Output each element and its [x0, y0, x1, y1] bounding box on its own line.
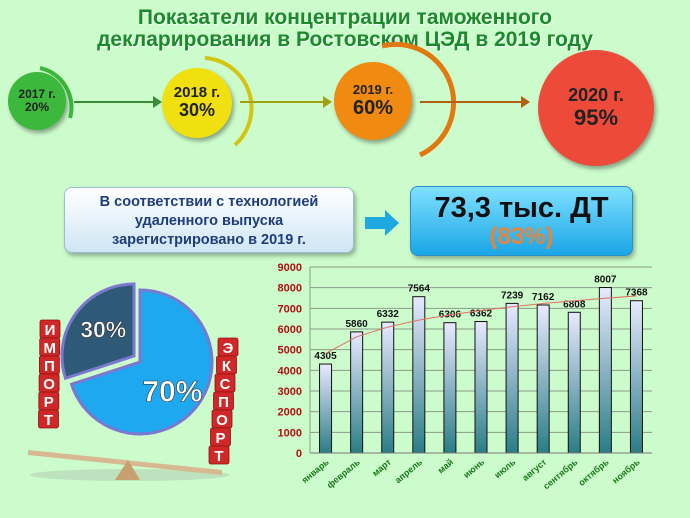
year-label: 2019 г. [352, 81, 394, 97]
timeline-circle-2019: 2019 г. 60% [334, 62, 412, 140]
y-tick-label: 3000 [278, 386, 302, 398]
bar [536, 304, 550, 454]
x-tick-label: июль [492, 457, 517, 481]
bar [381, 321, 395, 454]
x-tick-label: сентябрь [541, 457, 580, 492]
data-label: 8007 [594, 275, 617, 286]
cube-letter: Э [223, 340, 234, 357]
info-line: зарегистрировано в 2019 г. [112, 232, 306, 248]
data-label: 7564 [408, 284, 431, 295]
info-box: В соответствии с технологией удаленного … [64, 187, 354, 253]
bar [474, 321, 488, 454]
y-tick-label: 4000 [278, 365, 302, 377]
right-arrow-icon [365, 210, 399, 236]
bar [319, 363, 333, 454]
x-tick-label: март [370, 456, 393, 478]
cube-letter: О [216, 412, 228, 429]
y-tick-label: 8000 [278, 283, 302, 295]
x-tick-label: октябрь [576, 457, 611, 488]
percent-label: 30% [178, 100, 216, 121]
percent-label: 20% [24, 100, 50, 114]
pie-label: 30% [80, 317, 126, 343]
arrow-icon [240, 96, 332, 108]
data-label: 7368 [625, 288, 648, 299]
x-tick-label: июнь [461, 457, 486, 481]
year-label: 2020 г. [568, 85, 624, 105]
x-tick-label: август [520, 456, 549, 482]
year-label: 2018 г. [173, 83, 221, 101]
x-tick-label: май [436, 457, 456, 476]
cube-letter: К [222, 358, 232, 375]
pie-label: 70% [142, 376, 202, 409]
arrow-icon [74, 96, 162, 108]
y-tick-label: 9000 [278, 262, 302, 274]
cube-letter: О [43, 376, 55, 393]
y-tick-label: 1000 [278, 427, 302, 439]
trendline [325, 295, 637, 354]
cube-letter: М [43, 340, 56, 357]
data-label: 5860 [346, 319, 369, 330]
data-label: 7239 [501, 290, 524, 301]
pie-slice [60, 282, 136, 381]
page-title: Показатели концентрации таможенного декл… [0, 7, 690, 51]
x-tick-label: апрель [393, 457, 424, 486]
title-line-2: декларирования в Ростовском ЦЭД в 2019 г… [97, 28, 593, 51]
bar [350, 331, 364, 454]
year-label: 2017 г. [18, 86, 56, 101]
cube-letter: Р [215, 430, 225, 447]
cube-letter: П [44, 358, 55, 375]
bar [505, 302, 519, 454]
data-label: 4305 [314, 351, 337, 362]
data-label: 6808 [563, 299, 586, 310]
bar [629, 300, 643, 454]
y-tick-label: 2000 [278, 407, 302, 419]
cube-letter: П [218, 394, 229, 411]
data-label: 6362 [470, 309, 493, 320]
y-tick-label: 7000 [278, 303, 302, 315]
data-label: 6332 [377, 309, 400, 320]
result-value: 73,3 тыс. ДТ [434, 192, 609, 224]
percent-label: 95% [573, 104, 619, 130]
timeline-arcs [39, 41, 457, 158]
y-tick-label: 6000 [278, 324, 302, 336]
y-tick-label: 5000 [278, 345, 302, 357]
info-line: В соответствии с технологией [99, 194, 319, 210]
result-box: 73,3 тыс. ДТ (83%) [410, 186, 633, 256]
result-percent: (83%) [489, 223, 554, 250]
bar [443, 322, 457, 454]
title-line-1: Показатели концентрации таможенного [137, 6, 553, 29]
x-tick-label: ноябрь [610, 457, 642, 486]
bar [567, 311, 581, 454]
timeline-circle-2018: 2018 г. 30% [162, 68, 232, 138]
data-label: 7162 [532, 292, 555, 303]
bar [598, 287, 612, 454]
pie-slice [69, 288, 214, 436]
info-line: удаленного выпуска [134, 213, 284, 229]
bar-chart: 0 1000 2000 3000 4000 5000 6000 7000 8000 9000 430… [278, 262, 652, 492]
x-tick-label: февраль [325, 457, 362, 491]
timeline-circle-2020: 2020 г. 95% [538, 50, 654, 166]
percent-label: 60% [352, 97, 394, 120]
cube-letter: С [220, 376, 231, 393]
cube-letter: Т [44, 412, 53, 429]
cube-letter: Р [44, 394, 54, 411]
cube-letter: Т [214, 448, 223, 465]
cube-letter: И [45, 322, 56, 339]
timeline-circle-2017: 2017 г. 20% [8, 72, 66, 130]
y-tick-label: 0 [296, 448, 302, 460]
arrow-icon [420, 96, 530, 108]
letter-cube [208, 445, 230, 465]
letter-cube [38, 409, 59, 429]
